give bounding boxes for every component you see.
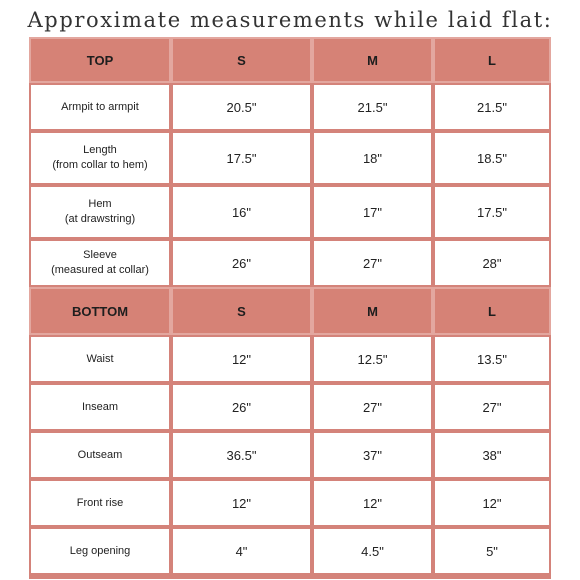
table-cell: 17.5" — [171, 131, 312, 185]
bottom-header-size-l: L — [433, 287, 551, 335]
top-header-size-s: S — [171, 37, 312, 83]
table-cell: 38" — [433, 431, 551, 479]
table-cell: 13.5" — [433, 335, 551, 383]
table-cell: 27" — [312, 383, 433, 431]
row-label-inseam: Inseam — [29, 383, 171, 431]
row-label-length: Length (from collar to hem) — [29, 131, 171, 185]
table-cell: 36.5" — [171, 431, 312, 479]
bottom-header-label: BOTTOM — [29, 287, 171, 335]
table-cell: 26" — [171, 239, 312, 287]
top-header-size-l: L — [433, 37, 551, 83]
table-cell: 26" — [171, 383, 312, 431]
top-header-size-m: M — [312, 37, 433, 83]
table-cell: 27" — [433, 383, 551, 431]
row-label-outseam: Outseam — [29, 431, 171, 479]
table-cell: 12" — [171, 479, 312, 527]
row-label-waist: Waist — [29, 335, 171, 383]
table-cell: 16" — [171, 185, 312, 239]
table-cell: 37" — [312, 431, 433, 479]
table-cell: 4.5" — [312, 527, 433, 575]
table-cell: 18.5" — [433, 131, 551, 185]
bottom-header-size-s: S — [171, 287, 312, 335]
row-label-hem: Hem (at drawstring) — [29, 185, 171, 239]
table-cell: 12" — [433, 479, 551, 527]
table-cell: 20.5" — [171, 83, 312, 131]
table-cell: 17.5" — [433, 185, 551, 239]
row-label-front-rise: Front rise — [29, 479, 171, 527]
table-cell: 21.5" — [433, 83, 551, 131]
row-label-leg-opening: Leg opening — [29, 527, 171, 575]
size-chart: TOP S M L Armpit to armpit 20.5" 21.5" 2… — [29, 37, 551, 579]
table-cell: 28" — [433, 239, 551, 287]
table-cell: 17" — [312, 185, 433, 239]
table-cell: 27" — [312, 239, 433, 287]
row-label-sleeve: Sleeve (measured at collar) — [29, 239, 171, 287]
table-cell: 12.5" — [312, 335, 433, 383]
table-cell: 21.5" — [312, 83, 433, 131]
row-label-armpit: Armpit to armpit — [29, 83, 171, 131]
size-chart-grid: TOP S M L Armpit to armpit 20.5" 21.5" 2… — [29, 37, 551, 579]
table-cell: 12" — [171, 335, 312, 383]
page-title: Approximate measurements while laid flat… — [27, 8, 553, 32]
table-cell: 12" — [312, 479, 433, 527]
bottom-header-size-m: M — [312, 287, 433, 335]
table-cell: 18" — [312, 131, 433, 185]
top-header-label: TOP — [29, 37, 171, 83]
table-cell: 4" — [171, 527, 312, 575]
table-cell: 5" — [433, 527, 551, 575]
